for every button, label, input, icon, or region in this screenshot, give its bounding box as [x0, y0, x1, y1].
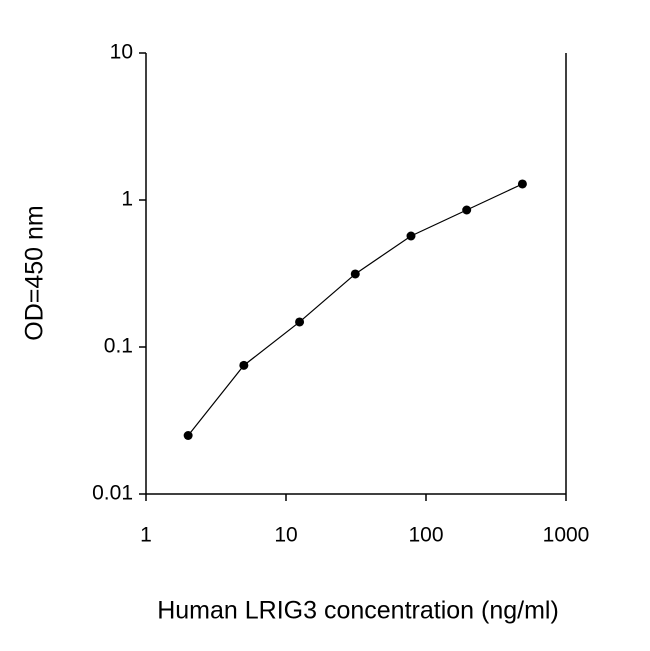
y-axis-title: OD=450 nm — [21, 205, 49, 341]
data-point — [295, 317, 305, 327]
x-axis-title: Human LRIG3 concentration (ng/ml) — [157, 597, 559, 625]
x-tick-label: 1 — [140, 524, 152, 547]
data-point — [517, 179, 527, 189]
series-line — [187, 183, 523, 436]
data-point — [462, 205, 472, 215]
x-tick-label: 10 — [274, 524, 297, 547]
y-tick-label: 1 — [121, 188, 133, 211]
y-tick-label: 10 — [110, 41, 133, 64]
data-point — [350, 269, 360, 279]
data-point — [406, 231, 416, 241]
y-tick-label: 0.1 — [104, 335, 133, 358]
x-tick-label: 100 — [408, 524, 443, 547]
data-point — [239, 360, 249, 370]
data-point — [183, 431, 193, 441]
x-tick-label: 1000 — [543, 524, 590, 547]
y-tick-label: 0.01 — [92, 482, 133, 505]
